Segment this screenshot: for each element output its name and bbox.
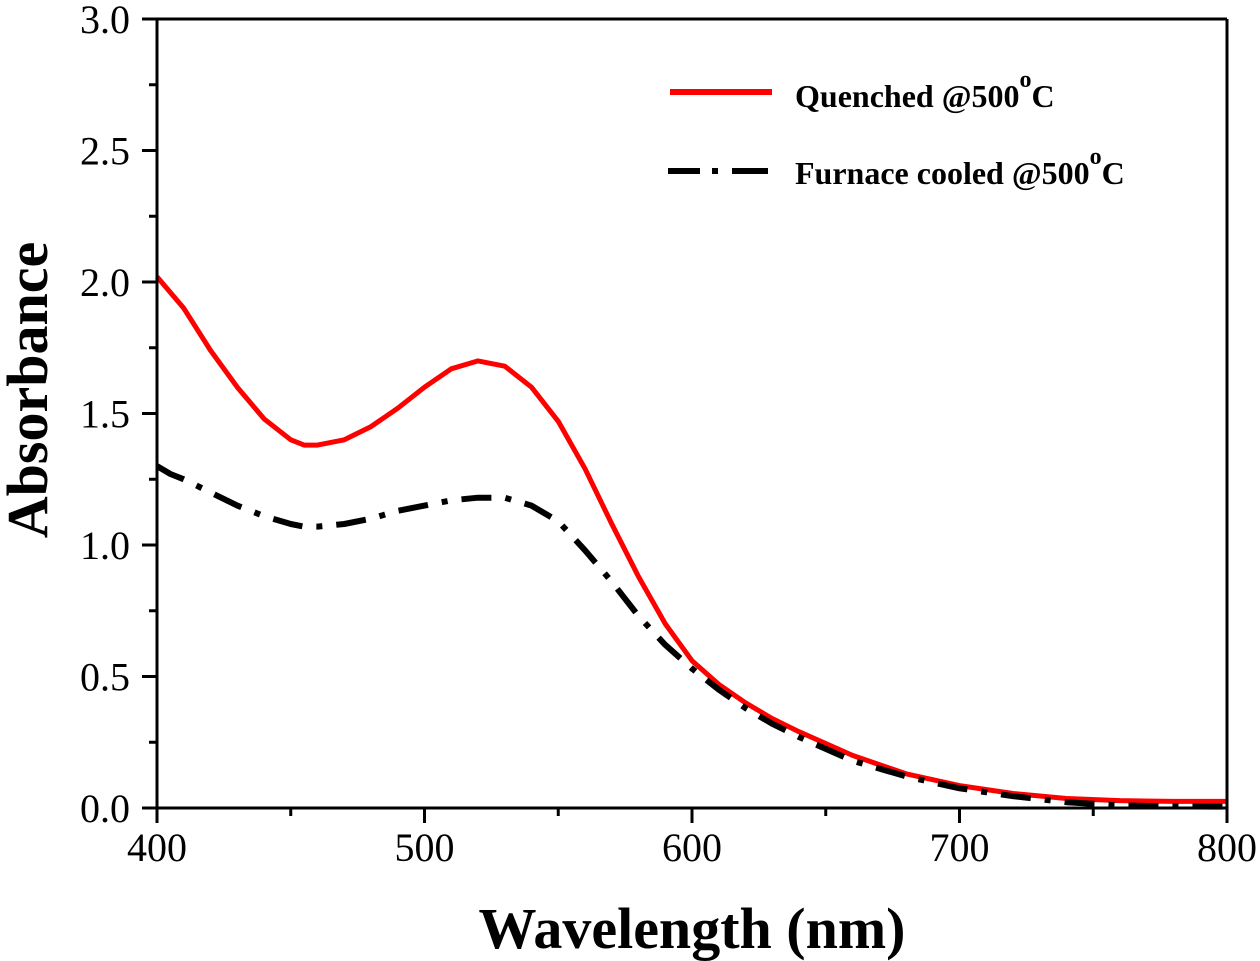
legend-label-quenched-main: Quenched @500 <box>795 78 1019 114</box>
x-tick-label: 500 <box>395 825 455 870</box>
legend-label-furnace-sup: o <box>1090 144 1102 170</box>
legend-label-quenched-sup: o <box>1019 67 1031 93</box>
y-tick-label: 2.5 <box>80 129 130 174</box>
legend-label-quenched-suffix: C <box>1031 78 1054 114</box>
legend-label-furnace: Furnace cooled @500oC <box>795 144 1125 191</box>
series-line-quenched <box>155 275 1227 804</box>
axes-layer <box>155 17 1229 810</box>
legend-label-furnace-suffix: C <box>1102 155 1125 191</box>
legend: Quenched @500oC Furnace cooled @500oC <box>668 67 1125 191</box>
legend-label-furnace-main: Furnace cooled @500 <box>795 155 1090 191</box>
x-tick-label: 700 <box>930 825 990 870</box>
y-tick-label: 1.5 <box>80 392 130 437</box>
series-layer <box>155 275 1228 810</box>
x-tick-label: 400 <box>127 825 187 870</box>
y-tick-label: 3.0 <box>80 0 130 42</box>
y-tick-label: 0.5 <box>80 655 130 700</box>
y-axis-title: Absorbance <box>0 242 60 538</box>
series-line-furnace-cooled <box>155 463 1228 810</box>
x-axis-title: Wavelength (nm) <box>479 896 906 961</box>
y-tick-label: 0.0 <box>80 786 130 831</box>
legend-label-quenched: Quenched @500oC <box>795 67 1055 114</box>
ticks-layer: 400 500 600 700 800 0.0 0.5 1.0 1.5 2.0 2.5 3.0 <box>80 0 1257 870</box>
x-tick-label: 800 <box>1197 825 1257 870</box>
y-tick-label: 1.0 <box>80 523 130 568</box>
x-tick-label: 600 <box>662 825 722 870</box>
y-tick-label: 2.0 <box>80 260 130 305</box>
